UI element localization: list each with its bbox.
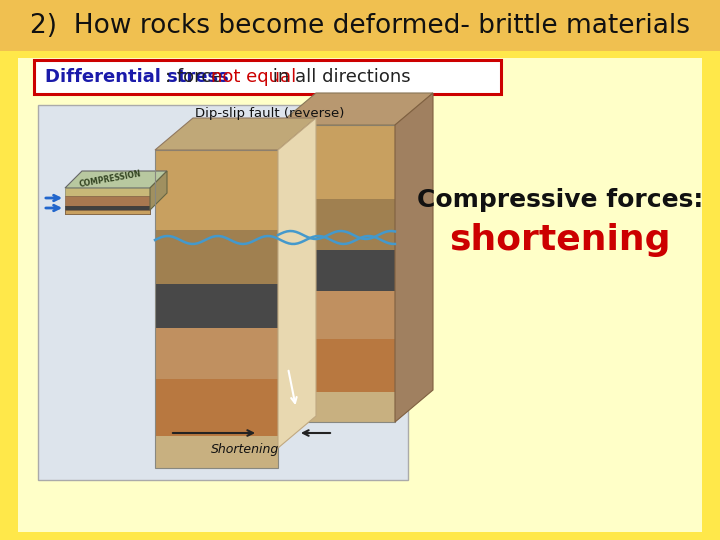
Polygon shape (278, 93, 433, 125)
Text: Differential stress: Differential stress (45, 68, 229, 86)
Polygon shape (65, 171, 167, 188)
Polygon shape (155, 118, 316, 150)
Polygon shape (395, 93, 433, 422)
Bar (38, 105, 408, 480)
Bar (278, 125, 395, 199)
Bar (65, 206, 150, 214)
Bar (0, 0, 720, 51)
Bar (65, 196, 150, 206)
Bar (278, 291, 395, 339)
Text: shortening: shortening (449, 223, 671, 257)
Bar (18, 58, 702, 532)
Bar (65, 210, 150, 214)
Text: Compressive forces:: Compressive forces: (417, 188, 703, 212)
Bar (155, 379, 278, 436)
Bar (155, 436, 278, 468)
Text: in all directions: in all directions (267, 68, 410, 86)
Bar (155, 230, 278, 284)
Polygon shape (278, 118, 316, 448)
Bar (155, 328, 278, 379)
Text: 2)  How rocks become deformed- brittle materials: 2) How rocks become deformed- brittle ma… (30, 13, 690, 39)
Bar (155, 284, 278, 328)
Bar (155, 150, 278, 230)
Text: : force: : force (165, 68, 228, 86)
Text: COMPRESSION: COMPRESSION (78, 169, 142, 189)
Text: Shortening: Shortening (211, 443, 279, 456)
Bar (65, 188, 150, 196)
Polygon shape (150, 171, 167, 210)
Bar (278, 249, 395, 291)
Bar (278, 199, 395, 249)
Bar (278, 339, 395, 392)
Text: Dip-slip fault (reverse): Dip-slip fault (reverse) (195, 106, 345, 119)
Bar (278, 392, 395, 422)
Bar (155, 150, 278, 468)
FancyBboxPatch shape (34, 60, 501, 94)
Text: not equal: not equal (211, 68, 296, 86)
Bar (278, 125, 395, 422)
